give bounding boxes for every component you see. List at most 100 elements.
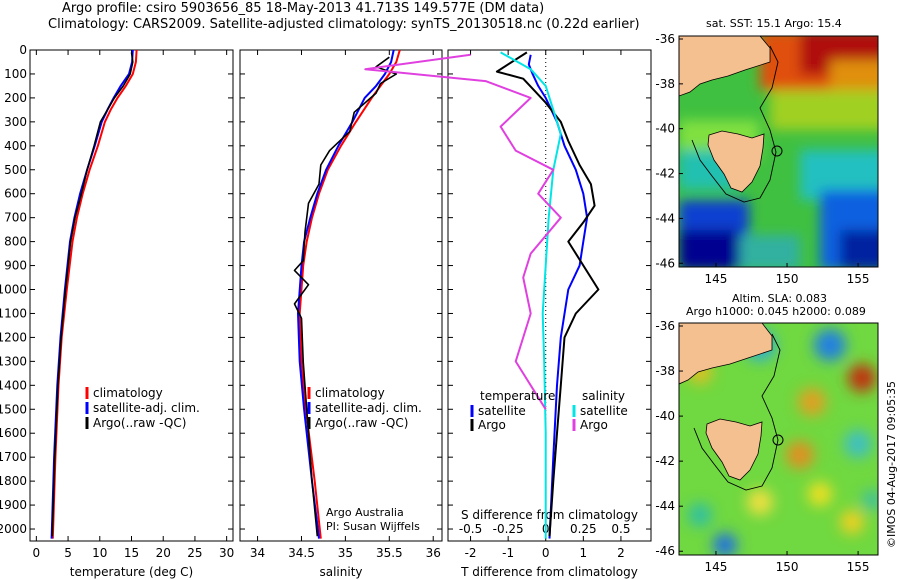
sla-map-title-2: Argo h1000: 0.045 h2000: 0.089 [686,305,866,318]
lat-tick-label: -40 [655,409,675,423]
y-tick-label: 300 [4,115,27,129]
sst-tasmania [707,130,765,193]
legend-label: climatology [315,386,385,400]
salinity-panel: 34 34.5 35 35.5 36 salinity climatologysatelli… [239,49,443,579]
x-tick-label: 35 [338,546,353,560]
series-line-2 [293,56,398,537]
y-tick-label: 900 [4,259,27,273]
legend-label: climatology [93,386,163,400]
top-axis-label: S difference from climatology [461,508,638,522]
temperature-panel: 0 5 10 15 20 25 30 temperature (deg C) 0 100 200 30… [0,43,234,579]
x-tick-label: -1 [502,546,514,560]
x-tick-label: 5 [64,546,72,560]
sst-map-axes: -36 -38 -40 -42 -44 -46 145 150 155 [655,32,869,286]
y-tick-label: 400 [4,139,27,153]
sst-float-marker [771,145,783,157]
credit-pi: PI: Susan Wijffels [326,520,420,533]
y-tick-label: 200 [4,91,27,105]
y-tick-label: 1300 [0,354,27,368]
y-tick-label: 1200 [0,330,27,344]
lat-tick-label: -38 [655,77,675,91]
lat-tick-label: -36 [655,32,675,46]
x-tick-label: 35.5 [376,546,403,560]
x-axis-label: salinity [319,565,362,579]
series-line-0 [298,49,401,539]
legend-label: satellite-adj. clim. [93,401,200,415]
sla-float-marker [772,434,784,446]
sla-map-frame [678,322,879,556]
lat-tick-label: -44 [655,499,675,513]
series-line-1 [50,49,134,539]
lat-tick-label: -46 [655,256,675,270]
lat-tick-label: -38 [655,364,675,378]
sla-tasmania [705,418,763,481]
sst-depth-contour [691,45,779,203]
x-tick-label: 15 [124,546,139,560]
sla-map-axes: -36 -38 -40 -42 -44 -46 145 150 155 [655,319,869,574]
lon-tick-label: 150 [776,272,799,286]
y-tick-label: 1600 [0,426,27,440]
x-tick-label: 34 [250,546,265,560]
sst-map-title: sat. SST: 15.1 Argo: 15.4 [706,17,842,30]
top-tick-label: 0.25 [570,522,597,536]
lat-tick-label: -42 [655,167,675,181]
y-tick-label: 1100 [0,306,27,320]
x-tick-label: 10 [92,546,107,560]
x-tick-label: 25 [187,546,202,560]
legend-header: temperature [480,389,555,403]
credit-argo-australia: Argo Australia [326,506,404,519]
lon-tick-label: 155 [847,272,870,286]
series-line-2 [51,52,134,537]
lat-tick-label: -42 [655,454,675,468]
y-tick-label: 600 [4,187,27,201]
y-tick-label: 100 [4,67,27,81]
x-tick-label: -2 [465,546,477,560]
x-tick-label: 20 [156,546,171,560]
sst-mainland [679,36,771,97]
title-line-1: Argo profile: csiro 5903656_85 18-May-20… [62,1,545,16]
series-line-1 [495,51,600,537]
x-axis-label: temperature (deg C) [70,565,193,579]
top-tick-label: 0.5 [611,522,630,536]
y-tick-label: 500 [4,163,27,177]
lat-tick-label: -46 [655,544,675,558]
x-tick-label: 1 [580,546,588,560]
legend-label: Argo [478,418,506,432]
sst-field [679,36,878,267]
lon-tick-label: 145 [705,272,728,286]
y-tick-label: 1500 [0,402,27,416]
legend-label: Argo [580,418,608,432]
x-tick-label: 2 [617,546,625,560]
panel-frame [239,49,443,542]
legend-label: satellite [478,404,526,418]
lat-tick-label: -44 [655,211,675,225]
y-tick-label: 1800 [0,474,27,488]
legend-label: satellite-adj. clim. [315,401,422,415]
legend-label: Argo(..raw -QC) [93,416,186,430]
series-line-1 [297,49,395,539]
series-line-0 [527,54,589,539]
y-tick-label: 2000 [0,522,27,536]
x-tick-label: 34.5 [288,546,315,560]
sla-map-title-1: Altim. SLA: 0.083 [732,292,828,305]
lon-tick-label: 145 [705,560,728,574]
panel-frame [447,49,652,542]
y-tick-label: 1900 [0,498,27,512]
y-tick-label: 0 [19,43,27,57]
sla-depth-contour [693,333,781,491]
series-line-2 [500,51,562,539]
y-tick-label: 1700 [0,450,27,464]
top-tick-label: -0.5 [459,522,482,536]
title-line-2: Climatology: CARS2009. Satellite-adjuste… [48,17,640,32]
legend-label: Argo(..raw -QC) [315,416,408,430]
legend-label: satellite [580,404,628,418]
x-tick-label: 0 [542,546,550,560]
x-axis-label: T difference from climatology [460,565,638,579]
y-tick-label: 1000 [0,283,27,297]
y-tick-label: 800 [4,235,27,249]
sla-mainland [679,323,773,385]
x-tick-label: 0 [33,546,41,560]
lon-tick-label: 150 [776,560,799,574]
y-tick-label: 700 [4,211,27,225]
